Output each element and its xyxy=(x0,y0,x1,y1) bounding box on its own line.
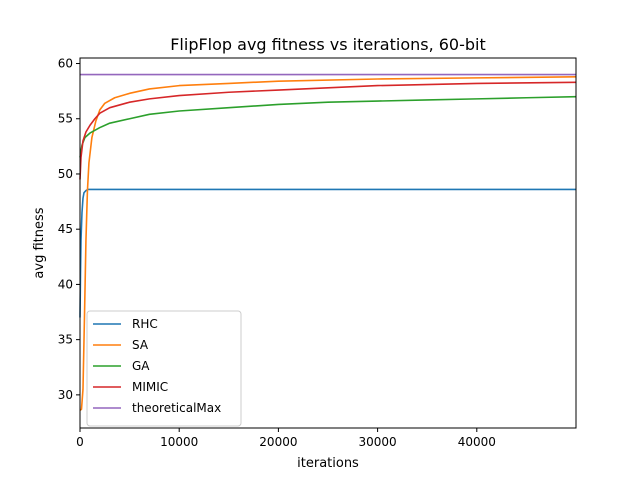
y-tick-label: 30 xyxy=(58,388,73,402)
legend-box xyxy=(86,310,242,427)
legend-label-rhc: RHC xyxy=(132,317,158,331)
y-axis-ticks: 30 35 40 45 50 55 60 xyxy=(58,57,80,402)
y-axis-label: avg fitness xyxy=(32,207,47,278)
axes-frame xyxy=(79,57,577,429)
x-tick-label: 40000 xyxy=(458,435,496,449)
x-tick-label: 10000 xyxy=(160,435,198,449)
series-line-sa xyxy=(79,75,577,411)
y-tick-label: 50 xyxy=(58,167,73,181)
x-tick-label: 30000 xyxy=(359,435,397,449)
x-axis-label: iterations xyxy=(297,456,359,471)
y-tick-label: 40 xyxy=(58,277,73,291)
x-tick-label: 20000 xyxy=(259,435,297,449)
y-tick-label: 60 xyxy=(58,57,73,71)
legend-label-mimic: MIMIC xyxy=(132,380,168,394)
y-tick-label: 35 xyxy=(58,333,73,347)
legend-label-sa: SA xyxy=(132,338,149,352)
legend-label-theoreticalmax: theoreticalMax xyxy=(132,401,221,415)
series-line-rhc xyxy=(79,188,576,318)
y-tick-label: 45 xyxy=(58,222,73,236)
y-tick-label: 55 xyxy=(58,112,73,126)
x-tick-label: 0 xyxy=(76,435,84,449)
series-layer xyxy=(79,73,577,411)
legend: RHC SA GA MIMIC theoreticalMax xyxy=(86,310,242,427)
chart-title: FlipFlop avg fitness vs iterations, 60-b… xyxy=(170,35,486,54)
series-line-mimic xyxy=(79,81,577,180)
series-line-ga xyxy=(79,95,577,158)
x-axis-ticks: 0 10000 20000 30000 40000 xyxy=(76,428,496,449)
legend-label-ga: GA xyxy=(132,359,150,373)
